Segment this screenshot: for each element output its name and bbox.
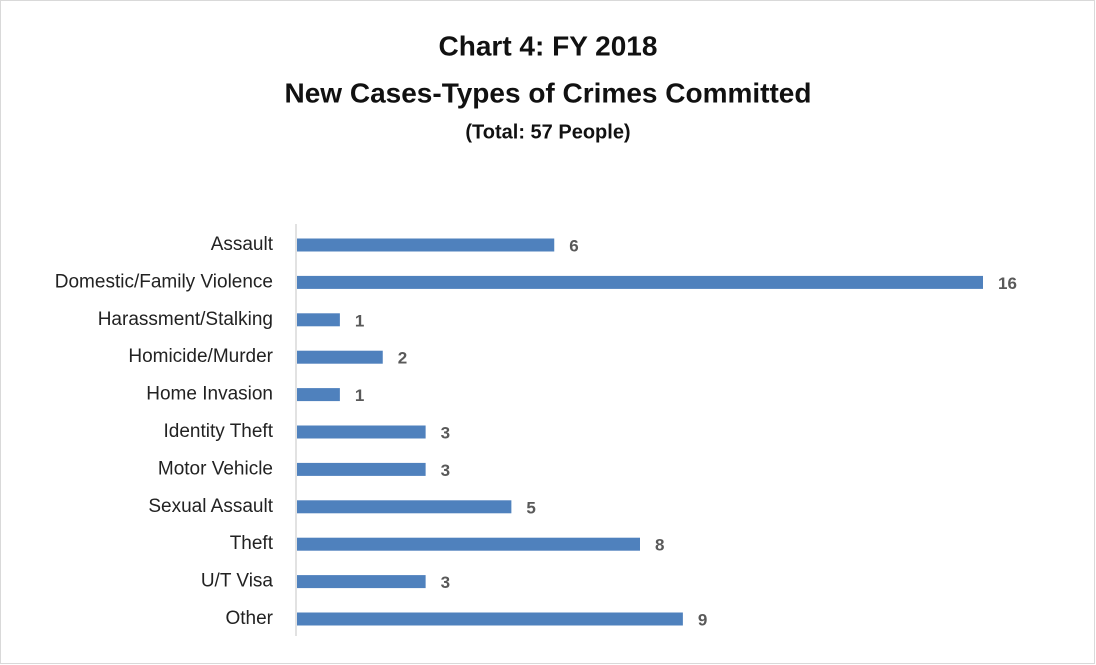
value-label: 3 [441,461,450,480]
value-label: 1 [355,311,364,330]
category-label: Harassment/Stalking [98,309,273,330]
value-label: 3 [441,573,450,592]
category-label: Identity Theft [164,421,274,442]
value-label: 9 [698,610,707,629]
category-label: Other [225,608,273,629]
value-label: 8 [655,536,664,555]
category-label: Sexual Assault [148,496,273,517]
value-label: 6 [569,236,578,255]
value-label: 16 [998,274,1017,293]
bar [297,500,512,514]
category-label: Theft [230,533,274,554]
category-label: Homicide/Murder [128,346,273,367]
bar [297,462,426,476]
chart-note: (Total: 57 People) [465,121,630,143]
bar [297,350,383,364]
bar [297,575,426,589]
chart-title: Chart 4: FY 2018 [439,30,658,61]
category-label: Motor Vehicle [158,458,273,479]
bar [297,313,340,327]
category-label: Domestic/Family Violence [55,271,273,292]
bar [297,238,555,252]
chart-subtitle: New Cases-Types of Crimes Committed [285,77,812,108]
value-label: 5 [526,498,535,517]
category-label: Home Invasion [146,384,273,405]
value-label: 3 [441,423,450,442]
bar [297,275,983,289]
value-label: 1 [355,386,364,405]
bar [297,425,426,439]
category-label: U/T Visa [201,571,274,592]
bar [297,537,640,551]
category-label: Assault [211,234,274,255]
value-label: 2 [398,349,407,368]
bar [297,388,340,402]
bar [297,612,683,626]
